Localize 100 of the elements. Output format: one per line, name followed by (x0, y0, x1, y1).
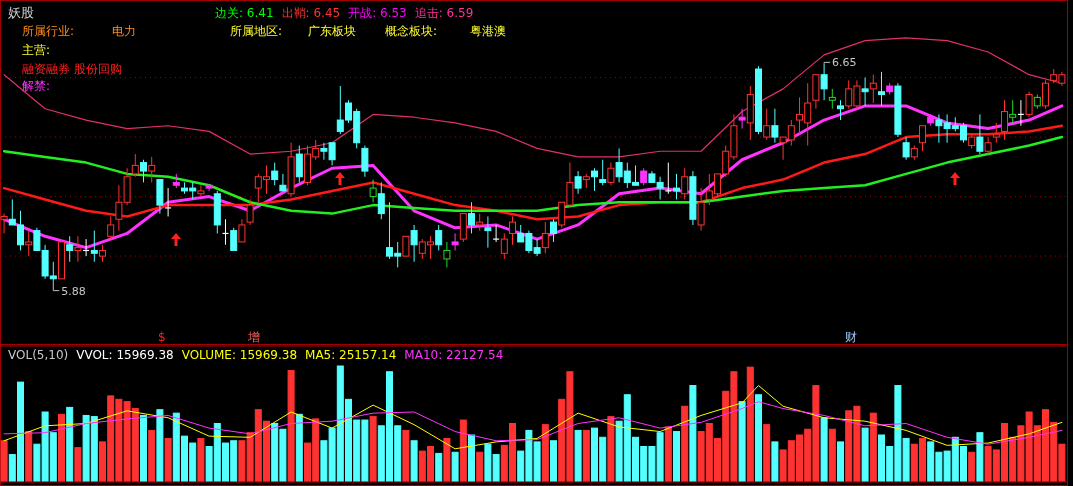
annotation: $ (158, 330, 166, 344)
annotation: 电力 (112, 24, 136, 38)
annotation: 概念板块: (385, 24, 438, 38)
candlestick (902, 136, 910, 161)
bar (156, 409, 164, 482)
bar (443, 437, 451, 482)
candlestick (837, 99, 844, 121)
bar (410, 440, 418, 482)
candlestick (25, 230, 33, 257)
candlestick (664, 162, 672, 195)
bar (828, 428, 836, 482)
bar (451, 451, 459, 482)
candlestick (369, 179, 377, 203)
bar (197, 437, 205, 482)
annotation: 融资融券 股份回购 (22, 62, 122, 76)
candlestick (361, 145, 369, 178)
annotation: 出鞘: 6.45 (281, 6, 341, 20)
bar (763, 424, 771, 482)
candlestick (66, 235, 74, 263)
candlestick (541, 221, 549, 254)
annotation: 广东板块 (308, 24, 356, 38)
candlestick (197, 184, 205, 198)
bar (140, 414, 147, 482)
bar (771, 441, 779, 482)
bar (25, 431, 33, 482)
candlestick (820, 62, 828, 101)
bar (287, 370, 295, 482)
annotation: 5.88 (61, 284, 86, 298)
bar (148, 429, 156, 482)
candlestick (500, 232, 508, 260)
text: MA10: 22127.54 (404, 348, 504, 362)
bar (369, 416, 377, 482)
annotation: 解禁: (22, 79, 51, 93)
candlestick (919, 125, 926, 152)
candlestick (140, 159, 147, 183)
bar (66, 406, 74, 482)
candlestick (443, 241, 451, 268)
candlestick (738, 108, 746, 130)
annotation: 粤港澳 (470, 24, 506, 38)
bar (689, 385, 697, 482)
candlestick (238, 218, 246, 243)
candlestick (410, 224, 418, 263)
candlestick (271, 162, 279, 186)
bar (74, 447, 82, 482)
bar (976, 432, 984, 482)
bar (869, 412, 877, 482)
candlestick (74, 235, 82, 263)
candlestick (402, 235, 410, 257)
bar (468, 434, 475, 482)
bar (550, 440, 557, 482)
candlestick (246, 198, 254, 226)
candlestick (377, 181, 385, 220)
bar (402, 429, 410, 482)
candlestick (509, 215, 516, 246)
annotation: 增 (247, 330, 260, 344)
bar (164, 437, 172, 482)
chart-title: 妖股 (8, 5, 34, 20)
candlestick (878, 71, 885, 107)
text: MA5: 25157.14 (305, 348, 397, 362)
annotation: 所属行业: (22, 24, 75, 38)
candlestick (607, 162, 615, 186)
annotation: 财 (845, 330, 857, 344)
candlestick (771, 108, 779, 144)
candlestick (230, 227, 238, 251)
candlestick (681, 167, 689, 200)
candlestick (468, 201, 475, 234)
candlestick (164, 187, 172, 217)
bar (58, 413, 65, 482)
candlestick (599, 159, 607, 186)
bar (574, 429, 582, 482)
annotation: 边关: 6.41 (215, 6, 274, 20)
bar (664, 426, 672, 482)
candlestick (451, 232, 459, 251)
candlestick (279, 173, 287, 192)
candlestick (295, 145, 303, 183)
bar (295, 413, 303, 482)
bar (673, 431, 680, 482)
text: VVOL: 15969.38 (76, 348, 174, 362)
bar (746, 366, 754, 482)
candlestick (148, 156, 156, 183)
candlestick (492, 224, 500, 243)
bar (582, 429, 590, 482)
annotation: 6.65 (832, 56, 857, 70)
candlestick (107, 215, 115, 240)
bar (755, 394, 762, 482)
candlestick (869, 74, 877, 104)
bar (738, 401, 746, 482)
chart-title: VOL(5,10) (8, 348, 69, 362)
bar (861, 427, 869, 482)
bar (435, 452, 443, 482)
candlestick (484, 215, 492, 249)
annotation: 主营: (22, 43, 51, 57)
candlestick (976, 113, 984, 155)
candlestick (763, 108, 771, 141)
bar (681, 405, 689, 482)
candlestick (861, 77, 869, 107)
bar (837, 441, 844, 482)
candlestick (697, 187, 705, 232)
candlestick (131, 153, 139, 178)
bar (541, 424, 549, 482)
